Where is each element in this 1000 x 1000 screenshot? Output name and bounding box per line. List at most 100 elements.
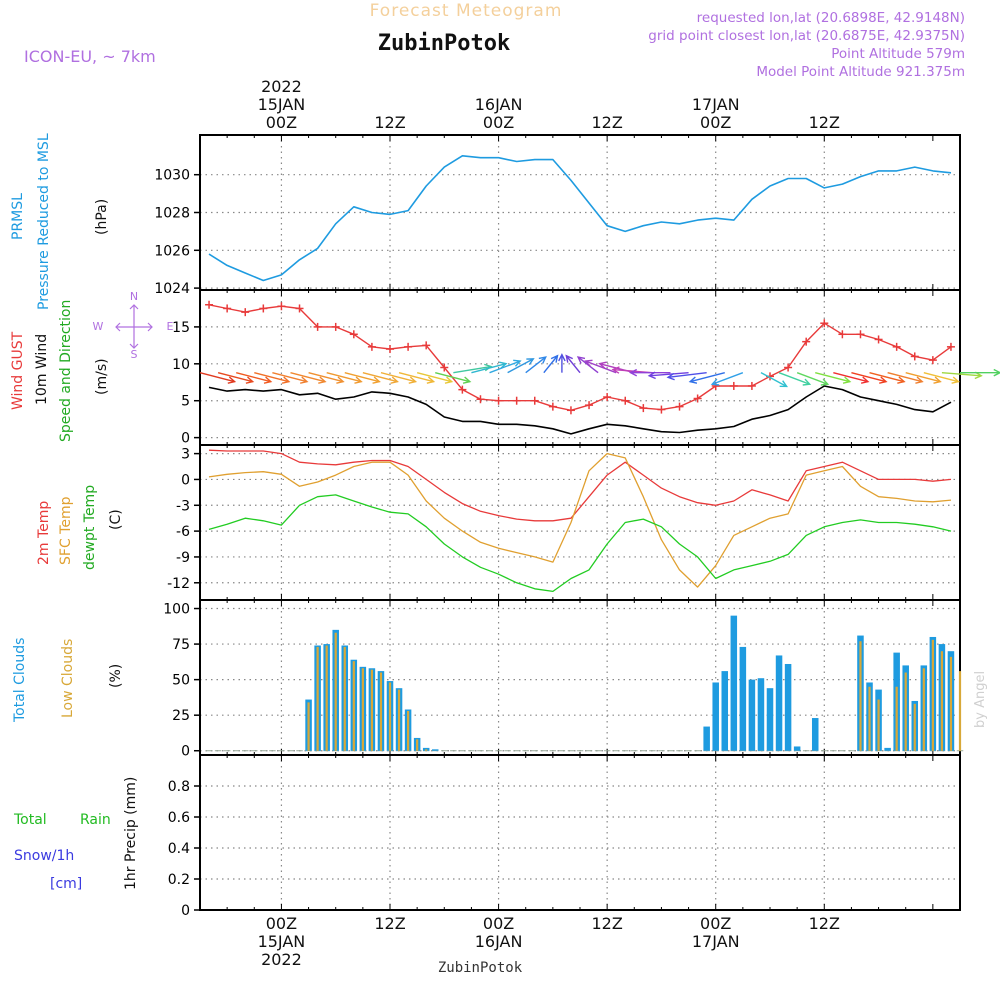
wind-arrow-shaft — [869, 371, 905, 383]
low-cloud-bar — [922, 668, 925, 751]
wind-arrow-shaft — [199, 371, 235, 383]
top-time-label: 16JAN — [475, 95, 523, 114]
wind-arrow-shaft — [453, 365, 492, 374]
wind-arrow-head — [513, 359, 522, 367]
gust-marker — [874, 335, 883, 344]
station-title: ZubinPotok — [378, 31, 510, 56]
wind-10m-line — [208, 385, 952, 435]
wind-arrow — [666, 371, 707, 381]
y-tick-label: 0.6 — [168, 810, 190, 826]
y-tick-label: 3 — [181, 447, 190, 463]
wind-arrow — [869, 371, 906, 384]
credit-watermark: by Angel — [973, 671, 988, 728]
top-time-label: 12Z — [809, 113, 840, 132]
gust-marker — [331, 322, 340, 331]
model-label: ICON-EU, ~ 7km — [24, 47, 156, 66]
wind-arrow — [565, 354, 581, 374]
wind-arrow-head — [372, 376, 381, 384]
wind-arrow — [236, 371, 273, 384]
gust-marker — [784, 363, 793, 372]
y-tick-label: 15 — [172, 320, 190, 336]
wind-arrow-shaft — [543, 355, 559, 374]
gust-marker — [295, 304, 304, 313]
wind-arrow — [558, 353, 566, 373]
y-tick-label: 0 — [181, 744, 190, 760]
gust-marker — [223, 304, 232, 313]
wind-arrow — [688, 371, 725, 384]
y-tick-label: 10 — [172, 357, 190, 373]
low-cloud-bar — [361, 668, 364, 751]
y-tick-label: -9 — [176, 550, 190, 566]
wind-arrow-shaft — [362, 371, 398, 383]
pressure-label-msl: Pressure Reduced to MSL — [36, 133, 52, 310]
precip-rain-label: Rain — [80, 812, 111, 828]
panel-frame — [199, 289, 961, 446]
total-cloud-bar — [884, 747, 891, 751]
temp-unit: (C) — [108, 509, 124, 530]
y-tick-label: 0.4 — [168, 841, 190, 857]
wind-arrow-head — [227, 376, 237, 384]
bottom-time-label: 15JAN — [258, 932, 306, 951]
pressure-label-prmsl: PRMSL — [10, 193, 26, 240]
wind-arrow-shaft — [525, 356, 547, 374]
bottom-time-label: 00Z — [700, 914, 731, 933]
wind-arrow-head — [444, 376, 454, 384]
low-cloud-bar — [325, 645, 328, 751]
wind-labels: Wind GUST 10m Wind Speed and Direction (… — [10, 290, 174, 442]
wind-arrow-shaft — [815, 371, 851, 383]
gust-marker — [404, 342, 413, 351]
wind-arrow — [199, 371, 237, 384]
wind-arrow-shaft — [236, 371, 272, 383]
wind-arrow-head — [336, 376, 345, 384]
wind-arrow — [471, 361, 508, 374]
gust-marker — [476, 395, 485, 404]
panel-wind: 0 5 10 15 — [172, 289, 961, 447]
y-tick-label: 0 — [181, 903, 190, 919]
wind-10m-label: 10m Wind — [34, 334, 50, 405]
top-time-label: 00Z — [266, 113, 297, 132]
panel-frame — [199, 599, 961, 756]
gust-marker — [241, 308, 250, 317]
wind-arrow — [217, 371, 255, 384]
wind-arrow — [489, 359, 522, 374]
footer-station: ZubinPotok — [438, 960, 523, 976]
gust-marker — [838, 330, 847, 339]
temp-sfc-label: SFC Temp — [58, 496, 74, 565]
wind-arrow-shaft — [435, 371, 471, 383]
model-altitude: Model Point Altitude 921.375m — [756, 64, 965, 80]
compass-rose-icon — [115, 304, 153, 349]
wind-arrow-shaft — [326, 371, 362, 383]
low-cloud-bar — [877, 699, 880, 751]
gust-marker — [946, 342, 955, 351]
wind-arrow-shaft — [649, 371, 689, 377]
panels: 1024102610281030051015-12-9-6-3030255075… — [154, 134, 961, 919]
y-tick-label: 0 — [181, 472, 190, 488]
low-cloud-bar — [895, 686, 898, 751]
bottom-time-label: 2022 — [261, 950, 302, 969]
y-tick-label: 75 — [172, 637, 190, 653]
series-layer — [199, 155, 1000, 752]
cloud-labels: Total Clouds Low Clouds (%) — [12, 638, 124, 723]
total-cloud-bar — [748, 679, 756, 751]
total-cloud-bar — [712, 682, 719, 751]
temp-2m-line — [208, 449, 952, 522]
gust-marker — [313, 322, 322, 331]
total-cloud-bar — [784, 663, 792, 751]
total-cloud-bar — [766, 688, 774, 751]
wind-arrow-head — [951, 376, 960, 384]
wind-arrow-shaft — [380, 371, 416, 383]
wind-arrow — [272, 371, 309, 384]
y-tick-label: 1030 — [154, 168, 190, 184]
low-cloud-bar — [949, 656, 953, 751]
gust-marker — [928, 356, 937, 365]
precip-total-label: Total — [13, 812, 47, 828]
faded-title: Forecast Meteogram — [370, 1, 563, 21]
gust-marker — [693, 394, 702, 403]
wind-arrow — [584, 359, 617, 374]
gust-marker — [603, 393, 612, 402]
cloud-unit: (%) — [108, 664, 124, 688]
gust-marker — [621, 396, 630, 405]
low-cloud-bar — [388, 682, 392, 751]
wind-arrow — [308, 371, 345, 384]
